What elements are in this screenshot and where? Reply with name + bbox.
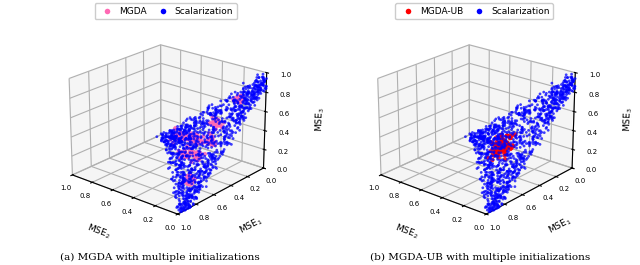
Legend: MGDA-UB, Scalarization: MGDA-UB, Scalarization [396,3,553,19]
Legend: MGDA, Scalarization: MGDA, Scalarization [95,3,237,19]
Y-axis label: MSE$_1$: MSE$_1$ [237,214,265,237]
Y-axis label: MSE$_1$: MSE$_1$ [546,214,574,237]
X-axis label: MSE$_2$: MSE$_2$ [84,222,112,242]
X-axis label: MSE$_2$: MSE$_2$ [393,222,420,242]
Text: (a) MGDA with multiple initializations: (a) MGDA with multiple initializations [60,253,260,262]
Text: (b) MGDA-UB with multiple initializations: (b) MGDA-UB with multiple initialization… [370,253,590,262]
